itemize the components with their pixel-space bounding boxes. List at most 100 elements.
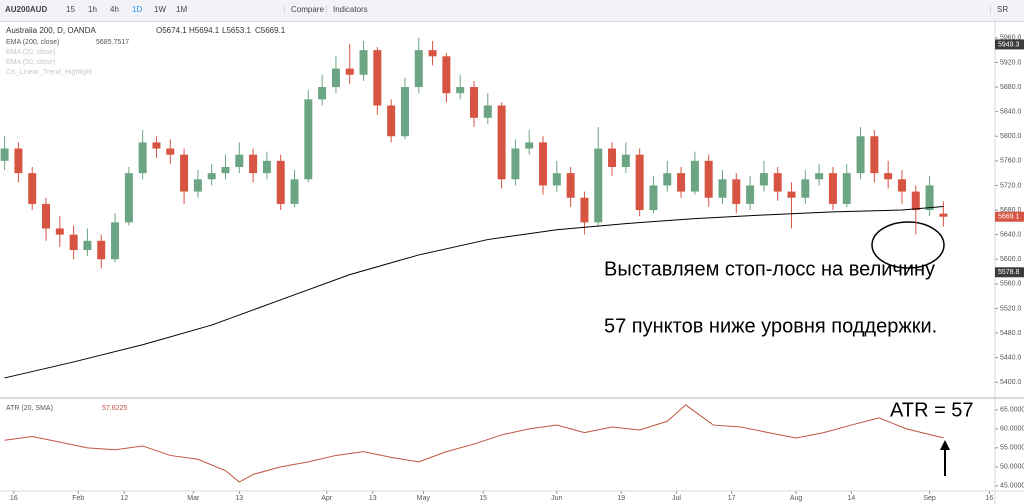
annotation: 57 пунктов ниже уровня поддержки.	[604, 315, 937, 337]
hidden-indicator: CK_Linear_Trend_Highlight	[6, 69, 92, 76]
candle-body	[138, 142, 147, 174]
candle-body	[152, 142, 161, 149]
right-button[interactable]: SR	[990, 5, 1008, 14]
candle-body	[69, 234, 78, 251]
x-tick-label: 13	[369, 495, 377, 502]
interval-button[interactable]: 1h	[88, 5, 97, 14]
candle-body	[428, 50, 437, 57]
candle-body	[276, 160, 285, 204]
candle-body	[14, 148, 23, 174]
interval-button[interactable]: 1M	[176, 5, 188, 14]
candle-body	[635, 154, 644, 211]
y-tick-label: 65.0000	[1000, 407, 1024, 414]
interval-button[interactable]: 1W	[154, 5, 166, 14]
y-tick-label: 50.0000	[1000, 464, 1024, 471]
candle-body	[318, 87, 327, 100]
x-tick-label: 14	[847, 495, 855, 502]
candle-body	[856, 136, 865, 174]
y-tick-label: 5840.0	[1000, 108, 1022, 115]
candle-body	[83, 240, 92, 251]
candle-body	[704, 160, 713, 198]
candle-body	[304, 99, 313, 180]
ohlc-label: L5653.1	[222, 26, 251, 35]
candle-body	[746, 185, 755, 204]
candle-body	[262, 160, 271, 174]
indicators-button[interactable]: Indicators	[326, 5, 368, 14]
interval-button[interactable]: 1D	[132, 5, 143, 14]
candle-body	[884, 173, 893, 180]
candle-body	[525, 142, 534, 149]
x-tick-label: 16	[985, 495, 993, 502]
candle-body	[166, 148, 175, 155]
x-tick-label: Feb	[72, 495, 84, 502]
y-tick-label: 5880.0	[1000, 84, 1022, 91]
y-tick-label: 5920.0	[1000, 59, 1022, 66]
candle-body	[414, 50, 423, 88]
y-tick-label: 5520.0	[1000, 305, 1022, 312]
x-tick-label: Mar	[187, 495, 200, 502]
candle-body	[621, 154, 630, 167]
compare-button[interactable]: Compare	[284, 5, 324, 14]
y-tick-label: 5680.0	[1000, 207, 1022, 214]
price-tag-label: 5578.8	[998, 269, 1020, 276]
y-tick-label: 5760.0	[1000, 158, 1022, 165]
chart-title: Australia 200, D, OANDA	[6, 26, 96, 35]
candle-body	[925, 185, 934, 211]
interval-button[interactable]: 4h	[110, 5, 119, 14]
candle-body	[801, 179, 810, 198]
candle-body	[221, 166, 230, 174]
candle-body	[580, 197, 589, 223]
candle-body	[345, 68, 354, 75]
y-tick-label: 5720.0	[1000, 182, 1022, 189]
candle-body	[111, 222, 120, 260]
candle-body	[28, 173, 37, 204]
candle-body	[787, 191, 796, 198]
price-tag-label: 5669.1	[998, 214, 1020, 221]
candle-body	[759, 173, 768, 186]
candle-body	[539, 142, 548, 186]
candle-body	[207, 173, 216, 180]
interval-button[interactable]: 15	[66, 5, 75, 14]
price-tag	[995, 39, 1024, 50]
candle-body	[677, 173, 686, 192]
y-tick-label: 60.0000	[1000, 426, 1024, 433]
candle-body	[373, 50, 382, 106]
candle-body	[870, 136, 879, 174]
y-tick-label: 55.0000	[1000, 445, 1024, 452]
x-tick-label: Apr	[321, 495, 333, 502]
atr-legend: ATR (20, SMA)	[6, 405, 53, 412]
line-series	[4, 206, 944, 379]
indicator-legend-value: 5685.7517	[96, 39, 129, 46]
candle-body	[359, 50, 368, 75]
candle-body	[511, 148, 520, 180]
candle-body	[649, 185, 658, 211]
annotation: Выставляем стоп-лосс на величину	[604, 258, 935, 280]
candle-body	[387, 105, 396, 137]
y-tick-label: 45.0000	[1000, 483, 1024, 490]
candle-body	[911, 191, 920, 211]
candle-body	[249, 154, 258, 174]
candle-body	[469, 87, 478, 118]
candle-body	[732, 179, 741, 204]
x-tick-label: 13	[235, 495, 243, 502]
x-tick-label: 19	[617, 495, 625, 502]
candle-body	[97, 240, 106, 260]
atr-note: ATR = 57	[890, 399, 974, 421]
y-tick-label: 5600.0	[1000, 256, 1022, 263]
x-tick-label: Jul	[672, 495, 681, 502]
ohlc-label: H5694.1	[189, 26, 220, 35]
candle-body	[442, 56, 451, 94]
y-tick-label: 5480.0	[1000, 330, 1022, 337]
candle-body	[456, 87, 465, 94]
x-tick-label: Aug	[790, 495, 803, 502]
candle-body	[828, 173, 837, 204]
candle-body	[497, 105, 506, 180]
ohlc-label: O5674.1	[156, 26, 187, 35]
atr-legend-value: 57.6225	[102, 405, 127, 412]
x-tick-label: Sep	[923, 495, 936, 502]
arrow-head	[940, 440, 950, 450]
symbol[interactable]: AU200AUD	[5, 5, 48, 14]
candle-body	[193, 179, 202, 192]
